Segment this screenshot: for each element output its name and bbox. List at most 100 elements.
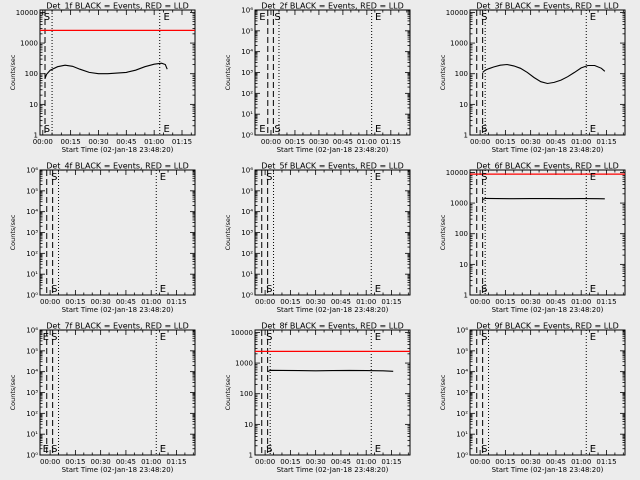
x-tick-label: 00:30	[521, 458, 541, 466]
x-tick-label: 01:00	[141, 458, 161, 466]
time-marker-label: S	[481, 12, 487, 23]
x-tick-label: 00:15	[285, 138, 305, 146]
y-tick-label: 10²	[241, 90, 253, 98]
x-tick-label: 01:00	[571, 458, 591, 466]
x-tick-label: 01:15	[381, 458, 401, 466]
y-tick-label: 10⁰	[456, 452, 468, 460]
time-marker-label: E	[160, 172, 166, 183]
time-marker-label: E	[590, 444, 596, 455]
y-tick-label: 10⁵	[241, 187, 253, 195]
chart-title: Det_9f BLACK = Events, RED = LLD	[476, 322, 619, 331]
y-tick-label: 1000	[450, 40, 468, 48]
y-tick-label: 10¹	[26, 431, 38, 439]
events-series-line	[482, 63, 606, 85]
x-tick-label: 00:30	[91, 298, 111, 306]
y-tick-label: 10	[459, 101, 468, 109]
y-tick-label: 10²	[241, 250, 253, 258]
x-tick-label: 00:30	[521, 138, 541, 146]
x-tick-label: 00:00	[470, 138, 490, 146]
time-marker-label: S	[481, 284, 487, 295]
chart-panel-7: Det_7f BLACK = Events, RED = LLD 10⁰ 10¹ 10…	[9, 322, 196, 474]
x-axis-label: Start Time (02-Jan-18 23:48:20)	[277, 306, 389, 314]
y-tick-label: 10¹	[241, 111, 253, 119]
plot-frame	[254, 9, 411, 136]
y-tick-label: 10¹	[26, 271, 38, 279]
y-tick-label: 10²	[26, 410, 38, 418]
y-tick-label: 10³	[26, 229, 38, 237]
x-axis-label: Start Time (02-Jan-18 23:48:20)	[492, 306, 604, 314]
x-tick-label: 00:00	[470, 458, 490, 466]
time-marker-label: E	[375, 12, 381, 23]
x-tick-label: 01:00	[571, 138, 591, 146]
time-marker-label: E	[43, 332, 49, 343]
y-tick-label: 10⁵	[241, 27, 253, 35]
y-tick-label: 1	[34, 132, 38, 140]
y-tick-label: 100	[240, 390, 253, 398]
x-tick-label: 00:45	[546, 298, 566, 306]
y-tick-label: 1	[464, 292, 468, 300]
x-tick-label: 00:00	[40, 298, 60, 306]
x-axis-label: Start Time (02-Jan-18 23:48:20)	[62, 146, 174, 154]
time-marker-label: S	[481, 332, 487, 343]
y-tick-label: 10⁴	[241, 208, 253, 216]
x-tick-label: 00:30	[521, 298, 541, 306]
time-marker-label: S	[51, 444, 57, 455]
time-marker-label: S	[44, 12, 50, 23]
x-tick-label: 01:15	[596, 298, 616, 306]
y-tick-label: 1000	[20, 40, 38, 48]
x-tick-label: 01:00	[357, 138, 377, 146]
chart-panel-3: Det_3f BLACK = Events, RED = LLD 1 10 100 10…	[439, 2, 626, 154]
y-tick-label: 10⁴	[26, 208, 38, 216]
x-axis-label: Start Time (02-Jan-18 23:48:20)	[492, 466, 604, 474]
chart-panel-1: Det_1f BLACK = Events, RED = LLD 1 10 100 10…	[9, 2, 196, 154]
y-tick-label: 10000	[446, 169, 468, 177]
x-tick-label: 01:00	[144, 138, 164, 146]
time-marker-label: E	[160, 284, 166, 295]
y-axis-label: Counts/sec	[224, 54, 232, 90]
y-tick-label: 10¹	[456, 431, 468, 439]
x-tick-label: 01:15	[381, 298, 401, 306]
time-marker-label: E	[164, 12, 170, 23]
y-tick-label: 10²	[456, 410, 468, 418]
x-axis-label: Start Time (02-Jan-18 23:48:20)	[277, 146, 389, 154]
x-tick-label: 00:45	[546, 138, 566, 146]
x-tick-label: 00:45	[331, 298, 351, 306]
y-tick-label: 10000	[446, 9, 468, 17]
x-tick-label: 00:00	[470, 298, 490, 306]
y-tick-label: 10⁴	[26, 368, 38, 376]
y-tick-label: 10⁵	[26, 347, 38, 355]
time-marker-label: E	[375, 124, 381, 135]
y-tick-label: 10000	[16, 9, 38, 17]
y-tick-label: 10⁰	[241, 292, 253, 300]
x-tick-label: 00:15	[65, 458, 85, 466]
x-tick-label: 00:15	[495, 138, 515, 146]
time-marker-label: E	[590, 12, 596, 23]
time-marker-label: S	[266, 172, 272, 183]
y-tick-label: 10³	[241, 69, 253, 77]
chart-title: Det_6f BLACK = Events, RED = LLD	[476, 162, 619, 171]
y-tick-label: 10³	[456, 389, 468, 397]
y-tick-label: 1	[249, 452, 253, 460]
time-marker-label: E	[160, 332, 166, 343]
y-axis-label: Counts/sec	[439, 214, 447, 250]
x-axis-label: Start Time (02-Jan-18 23:48:20)	[62, 306, 174, 314]
plot-frame	[39, 329, 196, 456]
y-tick-label: 10⁶	[241, 7, 253, 15]
y-tick-label: 1000	[235, 360, 253, 368]
plot-frame	[254, 169, 411, 296]
time-marker-label: E	[164, 124, 170, 135]
chart-panel-2: Det_2f BLACK = Events, RED = LLD 10⁰ 10¹ 10…	[224, 2, 411, 154]
x-tick-label: 00:45	[546, 458, 566, 466]
x-tick-label: 00:30	[306, 458, 326, 466]
y-tick-label: 10⁰	[241, 132, 253, 140]
x-tick-label: 00:45	[116, 138, 136, 146]
time-marker-label: S	[51, 284, 57, 295]
chart-panel-8: Det_8f BLACK = Events, RED = LLD 1 10 100 10…	[224, 322, 411, 474]
y-tick-label: 10⁶	[26, 167, 38, 175]
chart-panel-4: Det_4f BLACK = Events, RED = LLD 10⁰ 10¹ 10…	[9, 162, 196, 314]
time-marker-label: E	[259, 12, 265, 23]
x-tick-label: 00:00	[255, 458, 275, 466]
y-tick-label: 10³	[26, 389, 38, 397]
events-series-line	[267, 369, 394, 373]
chart-panel-6: Det_6f BLACK = Events, RED = LLD 1 10 100 10…	[439, 162, 626, 314]
